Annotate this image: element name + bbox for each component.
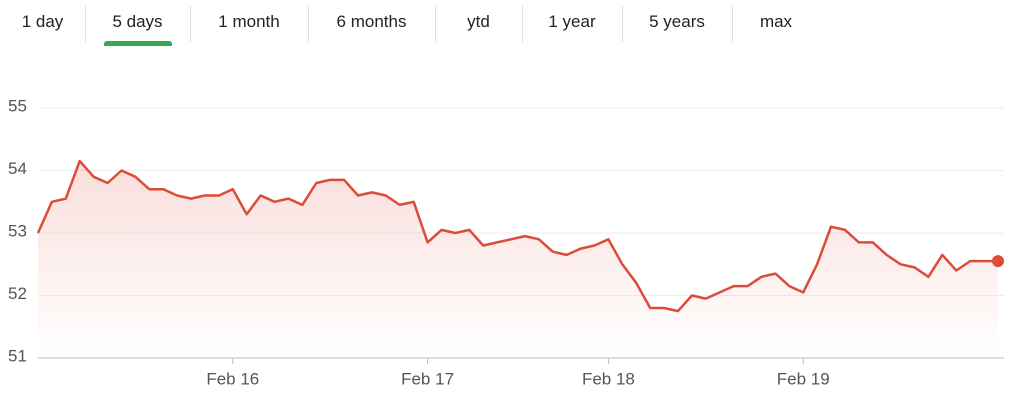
y-tick-label: 55 (8, 96, 27, 115)
area (38, 161, 998, 358)
range-tab[interactable]: ytd (467, 12, 490, 31)
range-tab[interactable]: 1 month (218, 12, 280, 31)
x-tick-label: Feb 19 (777, 369, 830, 388)
range-tab[interactable]: 6 months (336, 12, 407, 31)
x-tick-label: Feb 18 (582, 369, 635, 388)
range-tab[interactable]: max (759, 12, 793, 31)
tab-separator (522, 6, 523, 42)
tab-separator (85, 6, 86, 42)
line (36, 159, 998, 313)
x-tick-label: Feb 17 (401, 369, 454, 388)
selected-indicator (103, 41, 172, 46)
range-tabs: 1 day 5 days 1 month 6 months ytd 1 year 5 yea… (0, 0, 1024, 48)
y-tick-label: 53 (8, 221, 27, 240)
tab-separator (308, 6, 309, 42)
y-tick-label: 51 (8, 346, 27, 365)
range-tab[interactable]: 1 year (548, 12, 596, 31)
range-tab[interactable]: 5 years (649, 12, 705, 31)
tab-separator (435, 6, 436, 42)
tab-separator (190, 6, 191, 42)
range-tab[interactable]: 5 days (112, 12, 163, 31)
last-point (992, 255, 1004, 268)
tab-separator (622, 6, 623, 42)
x-tick-label: Feb 16 (206, 369, 259, 388)
y-tick-label: 54 (8, 159, 27, 178)
y-tick-label: 52 (8, 284, 27, 303)
tab-separator (732, 6, 733, 42)
range-tab[interactable]: 1 day (21, 12, 64, 31)
